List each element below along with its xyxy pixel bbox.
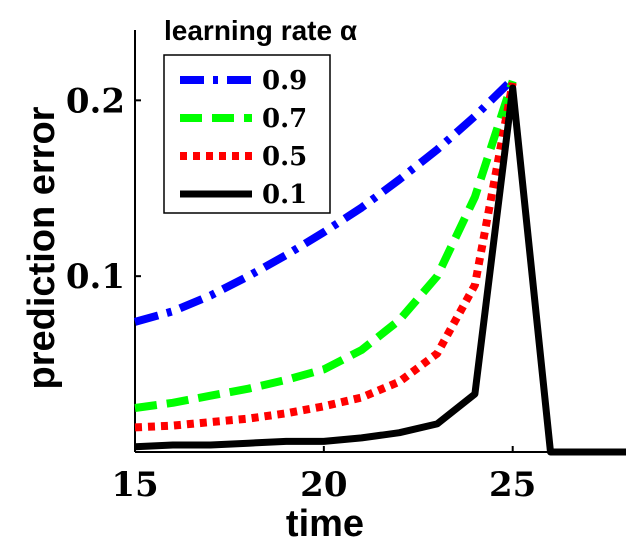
x-axis-label: time [286,503,364,542]
series-line-0-9 [133,76,516,326]
series-line-0-1 [134,84,626,456]
y-axis-label: prediction error [21,106,63,389]
legend-label-0-7: 0.7 [262,104,307,134]
legend-label-0-9: 0.9 [262,66,307,96]
series-layer [133,76,626,456]
legend-title: learning rate α [164,15,357,46]
x-tick-label: 15 [111,465,158,505]
y-tick-label: 0.1 [66,257,125,297]
x-tick-label: 25 [489,465,536,505]
legend: learning rate α 0.9 0.7 0.5 0.1 [163,15,357,214]
legend-label-0-5: 0.5 [262,142,307,172]
ticks: 15 20 25 0.1 0.2 [66,81,537,505]
series-line-0-7 [134,79,517,412]
series-line-0-5 [134,82,517,432]
legend-label-0-1: 0.1 [262,180,307,210]
y-tick-label: 0.2 [66,81,125,121]
x-tick-label: 20 [300,465,347,505]
legend-entries: 0.9 0.7 0.5 0.1 [180,66,307,210]
